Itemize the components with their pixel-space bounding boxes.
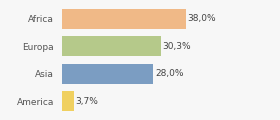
Bar [62, 9, 186, 29]
Bar [62, 64, 153, 84]
Text: 3,7%: 3,7% [76, 97, 99, 106]
Bar [62, 36, 161, 56]
Bar [62, 91, 74, 111]
Text: 30,3%: 30,3% [162, 42, 191, 51]
Text: 28,0%: 28,0% [155, 69, 183, 78]
Text: 38,0%: 38,0% [188, 14, 216, 23]
